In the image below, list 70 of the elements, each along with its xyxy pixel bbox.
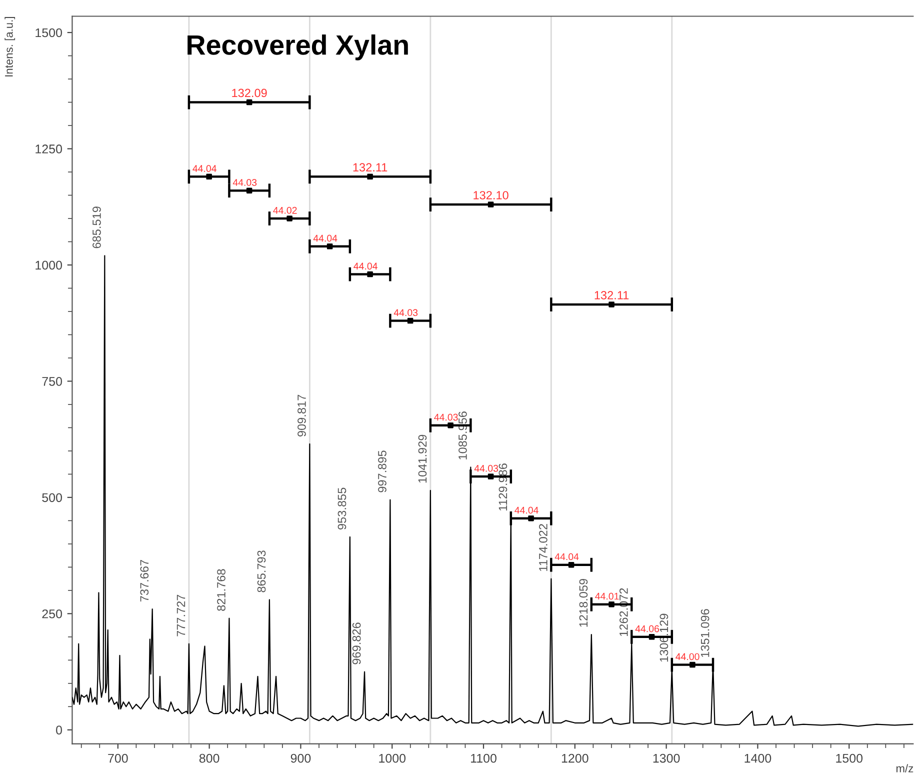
x-tick-label: 1200 bbox=[562, 754, 588, 763]
x-tick-label: 1000 bbox=[379, 754, 406, 763]
point bbox=[206, 174, 212, 180]
annotation: 953.855 bbox=[338, 488, 346, 530]
annotation: 865.793 bbox=[257, 550, 266, 592]
annotation: 44.03 bbox=[232, 179, 257, 186]
x-tick-label: 900 bbox=[290, 754, 311, 763]
point bbox=[407, 318, 414, 324]
y-tick-label: 0 bbox=[56, 726, 62, 735]
annotation: 132.11 bbox=[594, 291, 629, 300]
annotation: 44.06 bbox=[635, 625, 660, 632]
y-tick-label: 1250 bbox=[36, 144, 62, 154]
y-tick-label: 250 bbox=[42, 609, 62, 618]
y-tick-label: 500 bbox=[42, 493, 62, 502]
point bbox=[608, 302, 614, 308]
point bbox=[528, 515, 534, 522]
annotation: 44.04 bbox=[554, 553, 579, 560]
annotation: 44.01 bbox=[595, 592, 619, 600]
point bbox=[690, 662, 696, 668]
point bbox=[648, 634, 655, 640]
annotation: 777.727 bbox=[176, 594, 186, 636]
annotation: 132.11 bbox=[353, 163, 388, 172]
annotation: 44.04 bbox=[354, 262, 378, 270]
annotation: 1041.929 bbox=[418, 434, 427, 483]
annotation: 132.10 bbox=[474, 191, 508, 200]
x-tick-label: 700 bbox=[108, 754, 128, 763]
point bbox=[367, 174, 373, 180]
annotation: 44.02 bbox=[273, 206, 297, 214]
annotation: 1262.072 bbox=[620, 588, 628, 636]
point bbox=[246, 188, 252, 194]
annotation: 44.04 bbox=[192, 165, 216, 172]
point bbox=[568, 562, 574, 568]
point bbox=[326, 243, 333, 250]
point bbox=[246, 99, 252, 106]
text: Recovered Xylan bbox=[188, 34, 408, 60]
x-tick-label: 1300 bbox=[653, 754, 680, 763]
annotation: 1351.096 bbox=[700, 609, 710, 657]
annotation: 44.04 bbox=[514, 506, 538, 514]
annotation: 821.768 bbox=[217, 569, 226, 611]
x-tick-label: 1100 bbox=[471, 754, 496, 763]
annotation: 737.667 bbox=[140, 560, 149, 602]
annotation: 1306.129 bbox=[660, 614, 668, 662]
point bbox=[448, 422, 454, 428]
x-tick-label: 1400 bbox=[744, 754, 772, 763]
annotation: 1218.059 bbox=[579, 578, 588, 627]
point bbox=[367, 271, 373, 278]
point bbox=[488, 474, 494, 480]
annotation: 909.817 bbox=[298, 394, 306, 436]
line-series bbox=[72, 255, 914, 727]
annotation: 44.03 bbox=[474, 464, 498, 472]
annotation: 44.04 bbox=[313, 234, 338, 242]
point bbox=[286, 216, 292, 222]
y-tick-label: 1000 bbox=[36, 260, 62, 270]
annotation: 997.895 bbox=[378, 450, 386, 492]
annotation: 44.00 bbox=[676, 653, 700, 660]
x-tick-label: 800 bbox=[199, 754, 220, 763]
y-tick-label: 750 bbox=[42, 376, 62, 386]
point bbox=[608, 601, 614, 608]
annotation: 44.03 bbox=[434, 414, 458, 421]
y-tick-label: 1500 bbox=[36, 28, 62, 38]
annotation: 1129.986 bbox=[498, 464, 508, 510]
x-tick-label: 1500 bbox=[836, 754, 863, 763]
annotation: 44.03 bbox=[394, 309, 418, 316]
y-axis-title: Intens. [a.u.] bbox=[4, 17, 16, 76]
point bbox=[488, 202, 494, 208]
annotation: 132.09 bbox=[232, 88, 267, 98]
annotation: 969.826 bbox=[352, 622, 361, 664]
annotation: 1174.022 bbox=[539, 524, 548, 571]
annotation: 685.519 bbox=[92, 206, 101, 248]
x-axis-title: m/z bbox=[896, 764, 914, 772]
